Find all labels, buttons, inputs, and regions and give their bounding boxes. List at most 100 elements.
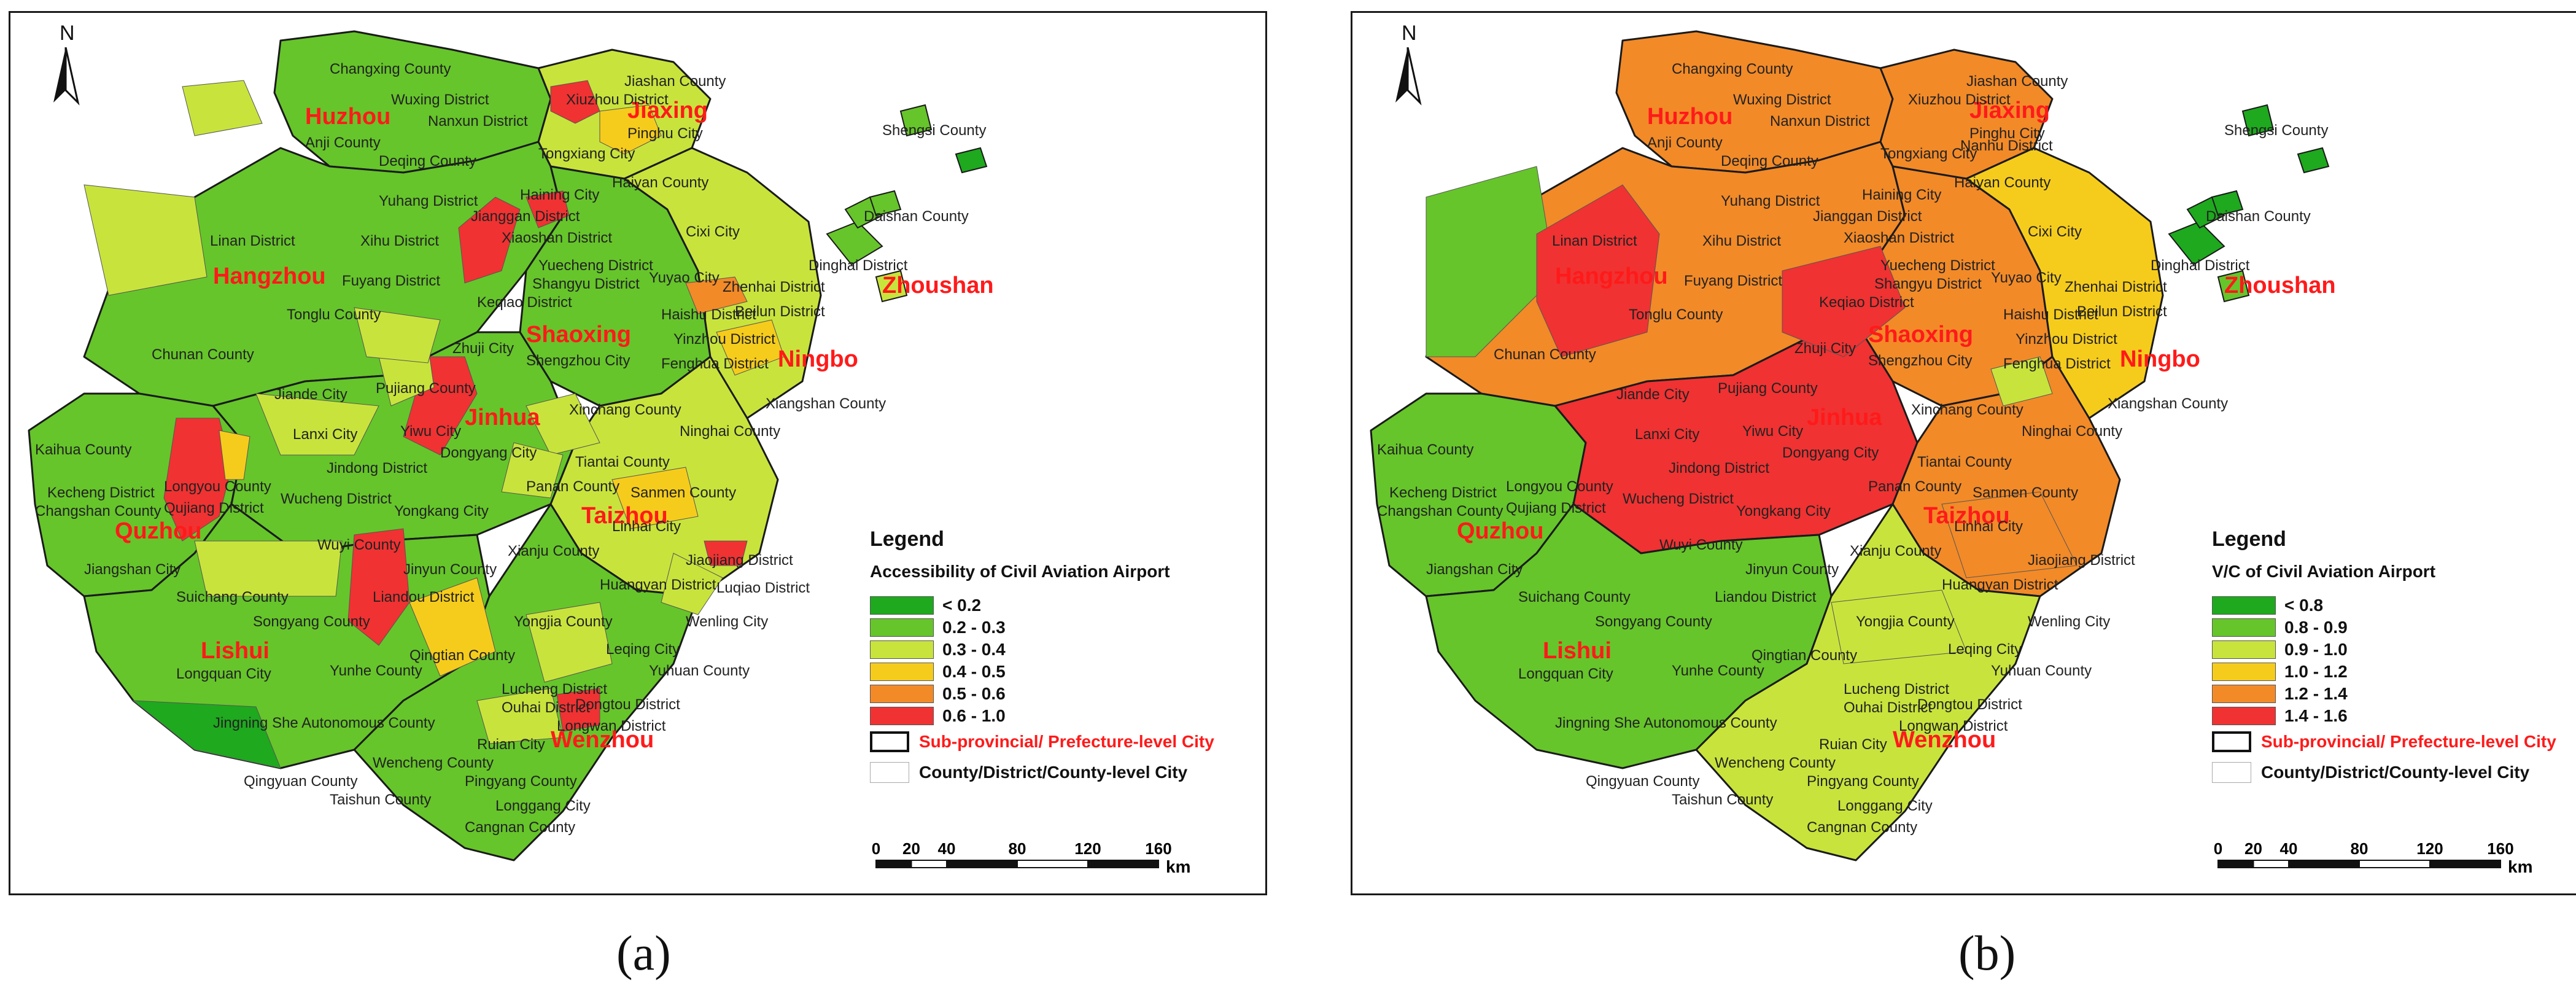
county-label: Suichang County	[1518, 589, 1631, 605]
patch	[1831, 589, 1967, 664]
county-label: Kaihua County	[1377, 441, 1474, 458]
county-label: Qujiang District	[164, 500, 264, 516]
county-label: Tiantai County	[1917, 454, 2012, 470]
county-label: Xiangshan County	[766, 395, 886, 412]
county-label: Wucheng District	[281, 491, 392, 507]
county-label: Shengsi County	[882, 122, 987, 139]
patch	[685, 276, 748, 314]
north-label: N	[1402, 21, 1417, 45]
county-label: Yinzhou District	[2015, 331, 2117, 348]
city-label: Wenzhou	[1893, 727, 1996, 753]
county-label: Chunan County	[152, 346, 254, 363]
legend-item-label: 0.5 - 0.6	[942, 684, 1006, 703]
scale-tick-label: 120	[1074, 839, 1101, 858]
scale-tick-label: 160	[1145, 839, 1171, 858]
county-label: Suichang County	[176, 589, 289, 605]
county-label: Anji County	[1647, 134, 1723, 151]
county-label: Lucheng District	[502, 681, 608, 698]
panel-caption: (b)	[1958, 927, 2016, 981]
county-label: Fuyang District	[342, 273, 441, 289]
county-label: Nanxun District	[1770, 113, 1870, 130]
county-label: Shangyu District	[532, 276, 640, 292]
north-arrow: N	[47, 23, 84, 106]
county-label: Shengzhou City	[526, 352, 630, 369]
county-label: Leqing City	[606, 641, 680, 658]
county-label: Nanxun District	[428, 113, 528, 130]
county-label: Yiwu City	[400, 423, 462, 440]
north-arrow: N	[1389, 21, 1426, 106]
patch	[132, 700, 281, 769]
legend-item-label: 0.2 - 0.3	[942, 618, 1006, 637]
county-label: Jiashan County	[624, 73, 726, 90]
choropleth-map	[28, 30, 988, 862]
county-label: Xihu District	[1702, 233, 1782, 249]
scale-tick-label: 120	[2416, 839, 2443, 858]
legend-swatch	[870, 640, 934, 659]
county-label: Lanxi City	[293, 426, 358, 443]
panel-caption: (a)	[616, 927, 671, 981]
county-label: Yuhang District	[1721, 193, 1820, 209]
legend-item-label: 0.6 - 1.0	[942, 706, 1006, 725]
city-label: Taizhou	[1923, 503, 2010, 529]
patch	[1990, 356, 2053, 406]
county-label: Huangyan District	[1942, 577, 2058, 593]
legend-swatch	[2212, 596, 2276, 615]
legend-swatch	[2212, 685, 2276, 703]
county-label: Longyou County	[164, 478, 271, 495]
island-zhoushan	[2168, 220, 2225, 266]
county-label: Jiaojiang District	[686, 552, 793, 569]
county-label: Jiande City	[274, 386, 347, 403]
island-zhoushan	[826, 220, 883, 266]
county-label: Linhai City	[612, 518, 681, 535]
scale-segment	[2288, 860, 2360, 868]
legend-item-label: < 0.2	[942, 596, 982, 615]
county-label: Qingtian County	[1752, 647, 1858, 664]
county-label: Ninghai County	[680, 423, 781, 440]
county-label: Tiantai County	[575, 454, 670, 470]
city-label: Shaoxing	[526, 322, 632, 348]
county-label: Tonglu County	[1629, 306, 1723, 323]
city-label: Zhoushan	[882, 273, 994, 298]
county-label: Beilun District	[735, 303, 825, 320]
scale-bar: 0 20 40 80 120 160 km	[2212, 836, 2556, 885]
city-label: Jinhua	[465, 405, 540, 430]
city-label: Jiaxing	[627, 98, 708, 123]
map-panel-b: N Huzhou Jiaxing Hangzhou Shaoxing Zhoushan N…	[1351, 11, 2576, 981]
legend-swatch	[870, 618, 934, 637]
legend-title: Legend	[2212, 527, 2286, 551]
county-label: Linan District	[210, 233, 295, 249]
county-label: Nanhu District	[1960, 138, 2053, 154]
county-label: Jindong District	[327, 460, 428, 476]
north-arrow-icon	[1395, 47, 1422, 106]
city-label: Lishui	[1543, 638, 1612, 664]
county-label: Ninghai County	[2022, 423, 2123, 440]
county-label: Sanmen County	[1973, 484, 2079, 501]
county-label: Songyang County	[253, 613, 370, 630]
county-label: Zhuji City	[452, 340, 514, 357]
county-label: Xiaoshan District	[502, 230, 613, 246]
county-label: Songyang County	[1595, 613, 1712, 630]
patch	[1536, 184, 1660, 357]
county-label: Taishun County	[1672, 792, 1774, 808]
county-label: Jindong District	[1669, 460, 1770, 476]
county-label: Wencheng County	[373, 755, 494, 771]
island	[875, 270, 908, 303]
map-panel-a: N Huzhou Jiaxing Hangzhou Shaoxing Zhoushan N…	[9, 11, 1267, 981]
county-label: Jianggan District	[1813, 208, 1922, 225]
patch	[599, 104, 662, 155]
county-label: Cangnan County	[1807, 819, 1918, 836]
county-label: Keqiao District	[477, 294, 572, 311]
county-label: Xihu District	[360, 233, 440, 249]
map-frame: N Huzhou Jiaxing Hangzhou Shaoxing Zhoushan N…	[1351, 11, 2576, 895]
county-label: Dongtou District	[1917, 696, 2022, 713]
county-label: Haining City	[1862, 187, 1942, 203]
county-label: Liandou District	[373, 589, 475, 605]
county-label: Qingyuan County	[1586, 773, 1700, 790]
county-label: Deqing County	[1721, 153, 1818, 169]
legend: Legend Accessibility of Civil Aviation A…	[870, 529, 1251, 891]
county-label: Yunhe County	[1672, 663, 1764, 679]
county-label: Daishan County	[2206, 208, 2311, 225]
county-label: Sanmen County	[630, 484, 737, 501]
county-label: Xianju County	[508, 543, 600, 559]
city-label: Jinhua	[1807, 405, 1882, 430]
